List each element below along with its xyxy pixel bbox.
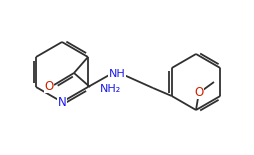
Text: N: N: [58, 95, 66, 108]
Text: O: O: [44, 80, 54, 93]
Text: NH: NH: [109, 69, 125, 79]
Text: NH₂: NH₂: [100, 84, 121, 94]
Text: O: O: [194, 86, 204, 98]
